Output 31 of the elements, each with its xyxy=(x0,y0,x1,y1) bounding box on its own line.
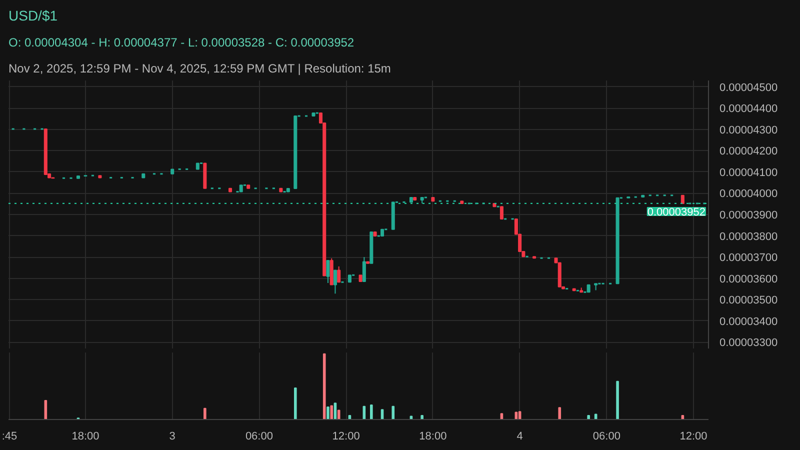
ref-line-label: 0.00003952 xyxy=(647,206,706,218)
chart-title: USD/$1 xyxy=(8,8,58,24)
y-tick-label: 0.00004100 xyxy=(720,166,778,179)
candlestick xyxy=(337,266,341,283)
x-tick-label: 3 xyxy=(169,430,176,442)
y-tick-label: 0.00003500 xyxy=(720,294,778,307)
x-tick-label: 4 xyxy=(516,430,523,442)
y-tick-label: 0.00003700 xyxy=(720,252,778,264)
y-tick-label: 0.00004200 xyxy=(720,146,778,158)
x-tick-label: 06:00 xyxy=(592,430,620,442)
x-tick-label: 12:00 xyxy=(680,430,708,442)
x-tick-label: 18:00 xyxy=(419,430,447,442)
y-tick-label: 0.00003800 xyxy=(720,230,778,243)
x-tick-label: 12:00 xyxy=(332,430,360,442)
x-tick-label: 18:00 xyxy=(72,430,100,442)
y-tick-label: 0.00003600 xyxy=(720,273,778,286)
text: O: 0.00004304 - H: 0.00004377 - L: 0.00003528 - C: 0.00003952 xyxy=(8,36,354,50)
y-tick-label: 0.00004000 xyxy=(720,188,778,200)
candlestick xyxy=(326,260,330,284)
candlestick xyxy=(500,206,504,220)
y-tick-label: 0.00003900 xyxy=(720,210,778,222)
y-tick-label: 0.00004500 xyxy=(720,82,778,94)
y-tick-label: 0.00003300 xyxy=(720,337,778,350)
y-tick-label: 0.00004400 xyxy=(720,103,778,116)
x-tick-label: :45 xyxy=(2,430,18,442)
x-tick-label: 06:00 xyxy=(245,430,273,442)
y-tick-label: 0.00004300 xyxy=(720,124,778,136)
y-tick-label: 0.00003400 xyxy=(720,316,778,328)
candlestick xyxy=(333,270,337,294)
chart-subtitle: Nov 2, 2025, 12:59 PM - Nov 4, 2025, 12:59 PM GMT | Resolution: 15m xyxy=(8,62,391,76)
candlestick xyxy=(362,256,366,282)
